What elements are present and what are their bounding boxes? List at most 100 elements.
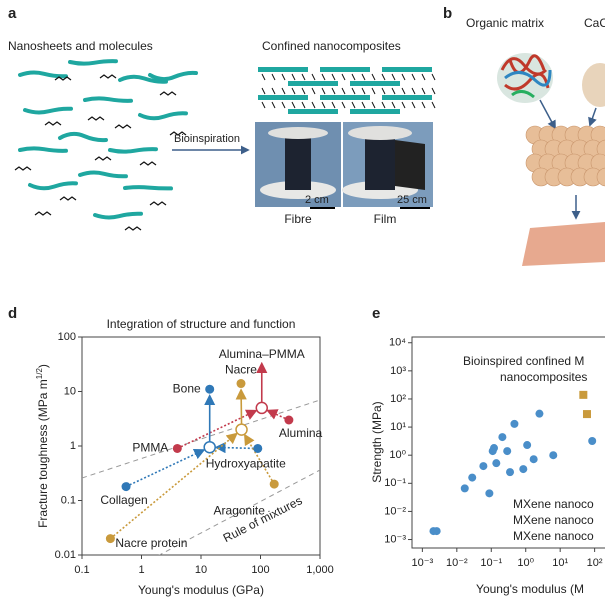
mineral-slab (522, 222, 605, 266)
y-tick-label: 1 (70, 440, 76, 452)
y-tick-label: 10⁰ (389, 449, 406, 461)
data-point (121, 482, 131, 492)
data-point (503, 447, 512, 456)
nanosheet (18, 70, 68, 79)
molecule (431, 73, 436, 81)
data-point (510, 419, 519, 428)
molecule (261, 73, 266, 81)
nanosheet (123, 185, 173, 191)
scale-label: 2 cm (305, 194, 329, 206)
molecule (281, 101, 286, 109)
x-tick-label: 10¹ (552, 557, 568, 569)
nanosheets (14, 59, 198, 231)
molecule (149, 201, 167, 206)
molecule (401, 101, 406, 109)
molecule (351, 101, 356, 109)
sheet (258, 67, 308, 72)
y-tick-label: 10¹ (390, 421, 406, 433)
molecule (341, 101, 346, 109)
molecule (87, 116, 105, 121)
molecule (311, 87, 316, 95)
molecule (124, 226, 142, 231)
x-tick-label: 10² (587, 557, 603, 569)
data-point (529, 455, 538, 464)
molecule (291, 101, 296, 109)
y-axis-label-part: ) (36, 364, 50, 368)
data-point (468, 473, 477, 482)
x-tick-label: 10⁻² (446, 557, 468, 569)
molecule (381, 87, 386, 95)
x-tick-label: 0.1 (74, 564, 89, 576)
point-label: Aragonite (214, 503, 266, 517)
data-point (523, 441, 532, 450)
nanosheet (108, 147, 158, 154)
x-tick-label: 1,000 (306, 564, 334, 576)
chart-title: Integration of structure and function (107, 317, 296, 331)
molecule (411, 101, 416, 109)
molecule (321, 87, 326, 95)
caption: Film (374, 212, 397, 226)
data-point (549, 451, 558, 460)
data-point (498, 433, 507, 442)
point-label: Hydroxyapatite (206, 457, 286, 471)
molecule (381, 101, 386, 109)
arrow (539, 99, 556, 130)
y-tick-label: 10³ (390, 365, 406, 377)
annotation: nanocomposites (500, 370, 587, 384)
nanosheet (118, 74, 168, 84)
sheet (350, 81, 400, 86)
sheet (288, 81, 338, 86)
legend-text: MXene nanoco (513, 513, 594, 527)
annotation: Bioinspired confined M (463, 354, 584, 368)
y-tick-label: 10⁻¹ (384, 477, 406, 489)
molecule (54, 76, 72, 81)
molecule (311, 101, 316, 109)
molecule (341, 73, 346, 81)
molecule (114, 124, 132, 129)
x-tick-label: 1 (138, 564, 144, 576)
molecule (401, 73, 406, 81)
data-point (205, 384, 215, 394)
data-point (588, 436, 597, 445)
nanosheet (138, 111, 188, 121)
molecule (301, 101, 306, 109)
arrow (214, 442, 258, 454)
data-point (203, 440, 216, 454)
arrow (125, 448, 206, 488)
x-tick-label: 10⁻³ (412, 557, 434, 569)
data-point (479, 462, 488, 471)
nanosheet (78, 170, 128, 179)
panel-heading: Confined nanocomposites (262, 39, 401, 53)
point-label: Bone (173, 381, 201, 395)
data-point (519, 465, 528, 474)
data-point (172, 443, 182, 453)
molecule (381, 73, 386, 81)
data-point (535, 409, 544, 418)
nanosheet (83, 96, 133, 103)
point-label: Alumina (279, 426, 323, 440)
molecule (271, 87, 276, 95)
molecule (159, 91, 177, 96)
data-point (490, 444, 499, 453)
photo-film (342, 122, 433, 207)
data-point (235, 423, 248, 436)
label: CaC (584, 16, 605, 30)
scale-label: 25 cm (397, 194, 427, 206)
mineral-cluster (525, 125, 605, 187)
y-axis-label: Strength (MPa) (370, 401, 384, 482)
rule-lines (82, 399, 320, 555)
plot-e: 10⁻³ 10⁻² 10⁻¹ 10⁰ 10¹ 10² 10⁻³ 10⁻² 10⁻¹ 10⁰ 10¹ 1… (384, 337, 603, 569)
molecule (401, 87, 406, 95)
sheet (350, 109, 400, 114)
molecule (321, 101, 326, 109)
molecule (331, 87, 336, 95)
point-label: PMMA (132, 441, 168, 455)
y-tick-label: 10 (64, 385, 76, 397)
molecule (361, 73, 366, 81)
molecule (34, 211, 52, 216)
plot-frame (411, 336, 605, 549)
panel-letter: e (372, 305, 380, 322)
annotation: Alumina–PMMA (219, 347, 305, 361)
sphere (596, 139, 605, 159)
nanosheet (68, 59, 118, 66)
